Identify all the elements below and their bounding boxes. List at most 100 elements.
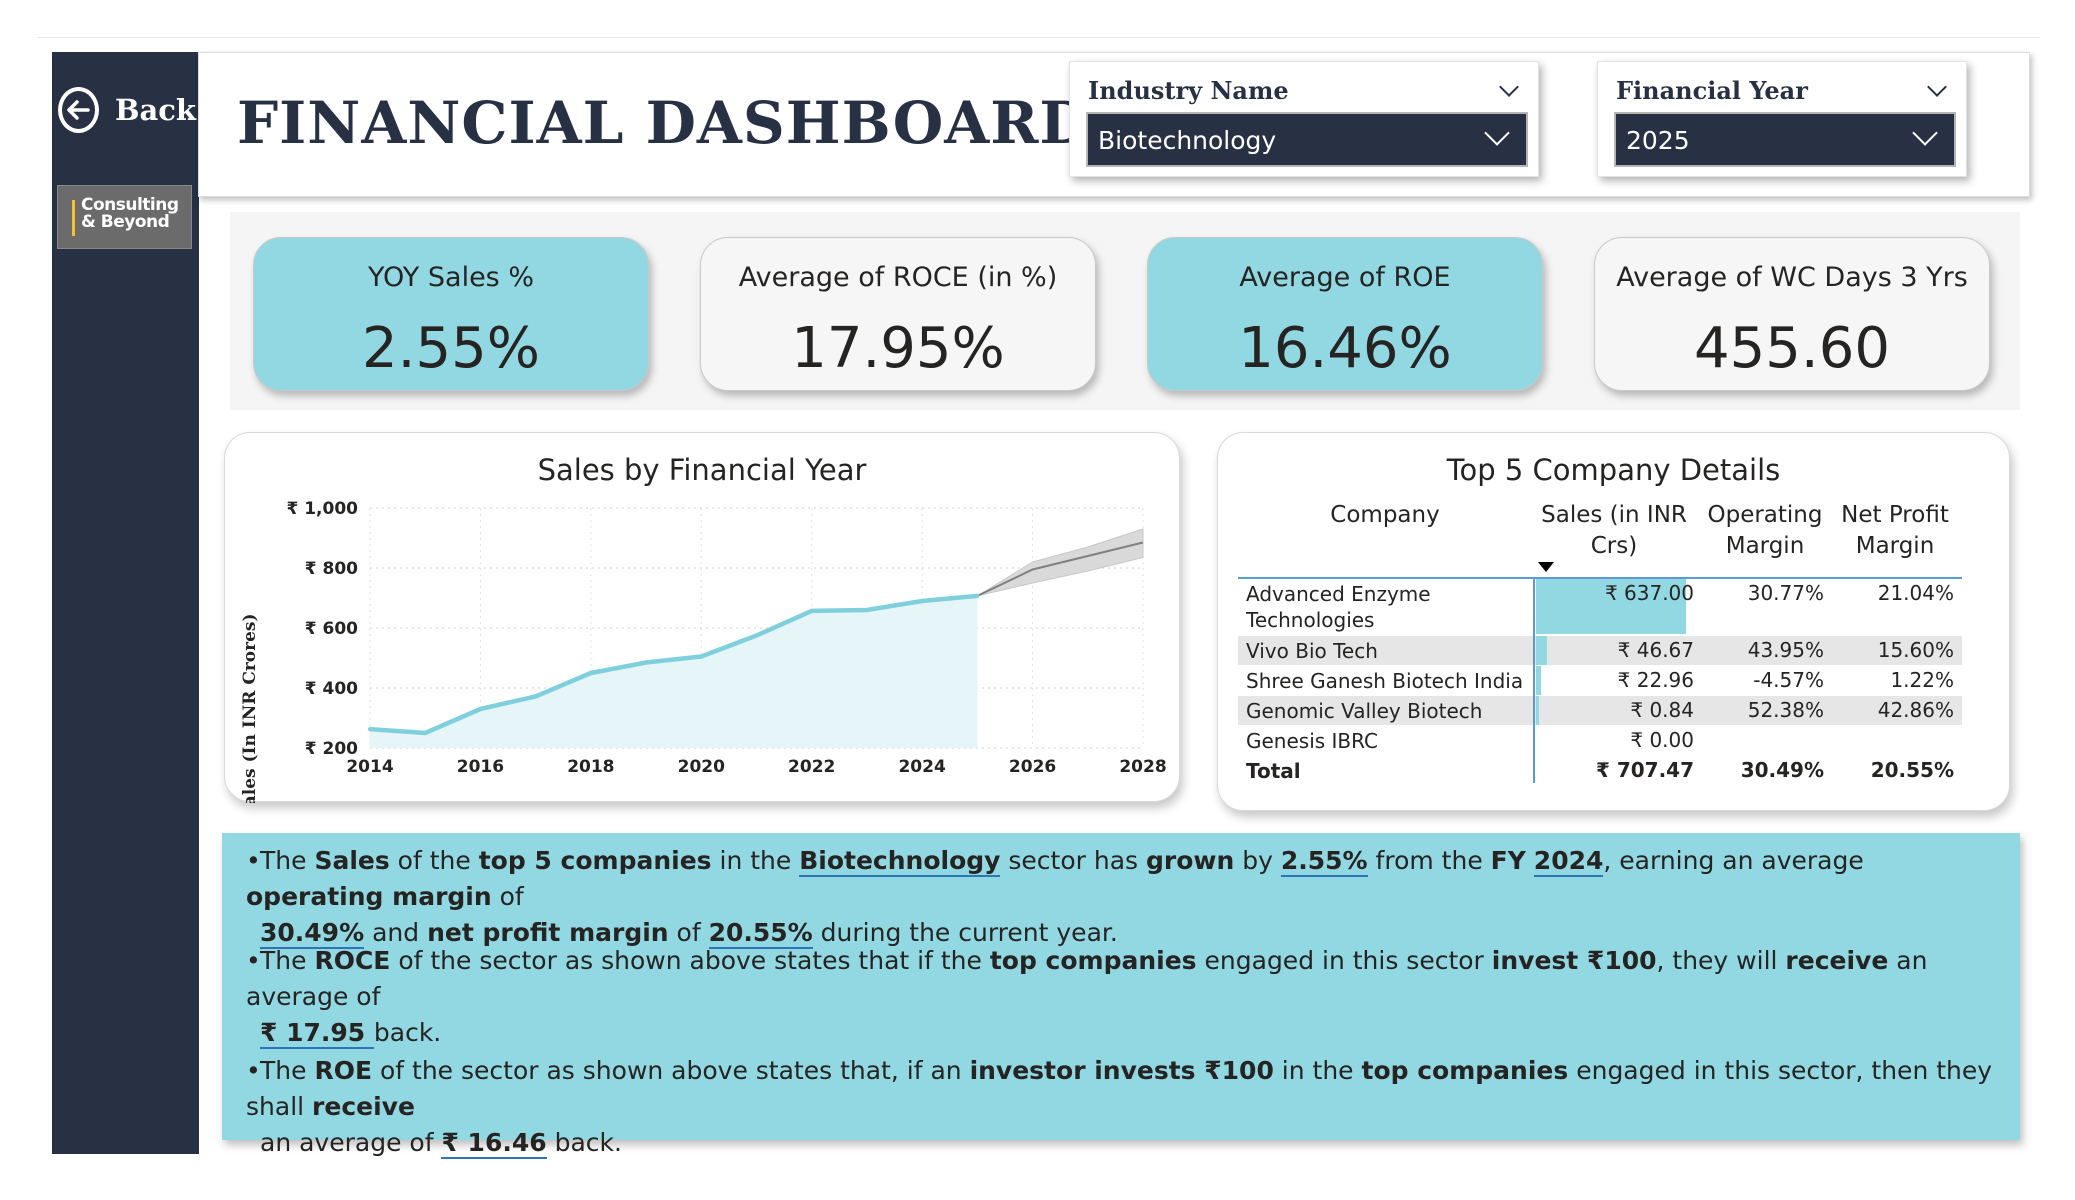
kpi-value: 455.60	[1694, 316, 1890, 381]
industry-dropdown-value: Biotechnology	[1098, 126, 1277, 155]
kpi-value: 2.55%	[362, 316, 540, 381]
industry-slicer: Industry Name Biotechnology	[1069, 61, 1539, 177]
sales-point-2016	[478, 707, 483, 711]
x-tick-label: 2020	[678, 757, 725, 777]
operating-margin: 30.77%	[1747, 581, 1824, 605]
sales-area	[370, 595, 978, 748]
kpi-value: 17.95%	[791, 316, 1005, 381]
sales-databar	[1536, 696, 1539, 725]
insight-sales: •The Sales of the top 5 companies in the…	[246, 846, 1864, 949]
col-header-sales[interactable]: Sales (in INR Crs)	[1541, 502, 1687, 559]
net-profit-margin: 21.04%	[1877, 581, 1954, 605]
consulting-beyond-logo: Consulting & Beyond	[57, 185, 192, 249]
sales-value: ₹ 0.84	[1630, 698, 1694, 722]
operating-margin: 43.95%	[1747, 638, 1824, 662]
forecast-line	[976, 541, 1144, 597]
header-divider	[1238, 577, 1962, 579]
table-row[interactable]: Shree Ganesh Biotech India ₹ 22.96 -4.57…	[1238, 666, 1962, 695]
company-name: Vivo Bio Tech	[1246, 639, 1378, 663]
table-row[interactable]: Advanced Enzyme Technologies ₹ 637.00 30.…	[1238, 579, 1962, 634]
total-operating-margin: 30.49%	[1740, 758, 1824, 782]
insights-panel: •The Sales of the top 5 companies in the…	[222, 833, 2020, 1159]
col-header-net-profit-margin[interactable]: Net Profit Margin	[1841, 502, 1949, 559]
company-name: Advanced Enzyme Technologies	[1246, 582, 1431, 632]
table-row[interactable]: Genomic Valley Biotech ₹ 0.84 52.38% 42.…	[1238, 696, 1962, 725]
kpi-card-wc-days: Average of WC Days 3 Yrs 455.60	[1594, 237, 1990, 391]
col-header-operating-margin[interactable]: Operating Margin	[1707, 502, 1823, 559]
sales-point-2025	[975, 593, 980, 598]
header: FINANCIAL DASHBOARD Industry Name Biotec…	[198, 52, 2030, 197]
y-axis-title: Sales (In INR Crores)	[240, 613, 260, 803]
kpi-label: Average of WC Days 3 Yrs	[1616, 262, 1968, 293]
chevron-down-icon[interactable]	[1927, 77, 1947, 97]
sales-point-2014	[368, 727, 372, 732]
sales-point-2018	[588, 671, 593, 675]
chevron-down-icon[interactable]	[1499, 77, 1519, 97]
table-row[interactable]: Vivo Bio Tech ₹ 46.67 43.95% 15.60%	[1238, 636, 1962, 665]
sort-desc-icon[interactable]	[1538, 562, 1554, 572]
chevron-down-icon	[1912, 120, 1938, 146]
sales-line	[369, 593, 978, 736]
sales-point-2021	[754, 633, 759, 638]
sales-databar	[1536, 636, 1547, 665]
year-dropdown-value: 2025	[1626, 126, 1690, 155]
industry-slicer-label: Industry Name	[1088, 76, 1289, 105]
net-profit-margin: 15.60%	[1877, 638, 1954, 662]
kpi-card-roe: Average of ROE 16.46%	[1147, 237, 1543, 391]
total-sales: ₹ 707.47	[1595, 758, 1694, 782]
sales-point-2020	[699, 654, 704, 659]
sales-value: ₹ 0.00	[1630, 728, 1694, 752]
chevron-down-icon	[1484, 120, 1510, 146]
x-tick-label: 2014	[346, 757, 393, 777]
x-tick-label: 2028	[1119, 757, 1166, 777]
col-header-company[interactable]: Company	[1330, 502, 1440, 528]
table-row[interactable]: Genesis IBRC ₹ 0.00	[1238, 726, 1962, 755]
y-tick-label: ₹ 1,000	[286, 499, 358, 519]
sales-value: ₹ 637.00	[1604, 581, 1694, 605]
sales-databar	[1536, 579, 1686, 634]
sales-point-2017	[533, 694, 538, 699]
sales-point-2019	[644, 660, 649, 665]
sales-chart-card: Sales by Financial Year ₹ 1,000 ₹ 800 ₹ 60…	[224, 432, 1181, 803]
sales-point-2022	[809, 608, 814, 613]
operating-margin: -4.57%	[1753, 668, 1824, 692]
total-net-profit-margin: 20.55%	[1870, 758, 1954, 782]
year-slicer-label: Financial Year	[1616, 76, 1808, 105]
x-tick-label: 2022	[788, 757, 835, 777]
y-tick-label: ₹ 800	[305, 559, 358, 579]
back-button[interactable]: Back	[56, 82, 196, 138]
page-border	[37, 37, 2040, 38]
kpi-card-roce: Average of ROCE (in %) 17.95%	[700, 237, 1096, 391]
operating-margin: 52.38%	[1747, 698, 1824, 722]
kpi-label: YOY Sales %	[368, 262, 534, 293]
insight-roe: •The ROE of the sector as shown above st…	[246, 1056, 1993, 1159]
table-title: Top 5 Company Details	[1446, 453, 1781, 487]
column-divider	[1533, 578, 1535, 783]
kpi-value: 16.46%	[1238, 316, 1452, 381]
company-name: Genomic Valley Biotech	[1246, 699, 1483, 723]
x-tick-label: 2016	[457, 757, 504, 777]
back-label: Back	[114, 93, 196, 127]
sales-point-2015	[423, 731, 428, 735]
y-tick-label: ₹ 400	[305, 679, 358, 699]
total-label: Total	[1246, 759, 1301, 783]
industry-dropdown[interactable]: Biotechnology	[1086, 112, 1528, 167]
kpi-label: Average of ROCE (in %)	[738, 262, 1058, 293]
kpi-card-yoy-sales: YOY Sales % 2.55%	[253, 237, 649, 391]
kpi-label: Average of ROE	[1239, 262, 1451, 293]
insight-roce: •The ROCE of the sector as shown above s…	[246, 946, 1928, 1049]
sales-value: ₹ 46.67	[1617, 638, 1694, 662]
company-name: Shree Ganesh Biotech India	[1246, 669, 1524, 693]
sales-databar	[1536, 666, 1542, 695]
year-dropdown[interactable]: 2025	[1614, 112, 1956, 167]
table-total-row: Total ₹ 707.47 30.49% 20.55%	[1238, 756, 1962, 785]
x-tick-label: 2018	[567, 757, 614, 777]
sales-line-chart[interactable]: ₹ 1,000 ₹ 800 ₹ 600 ₹ 400 ₹ 200 2014 2016 2018…	[225, 433, 1181, 803]
year-slicer: Financial Year 2025	[1597, 61, 1967, 177]
back-arrow-icon	[58, 87, 99, 133]
company-name: Genesis IBRC	[1246, 729, 1379, 753]
sales-point-2024	[920, 599, 925, 603]
net-profit-margin: 1.22%	[1890, 668, 1954, 692]
chart-title: Sales by Financial Year	[537, 453, 867, 487]
sidebar: Back Consulting & Beyond	[52, 52, 199, 1154]
